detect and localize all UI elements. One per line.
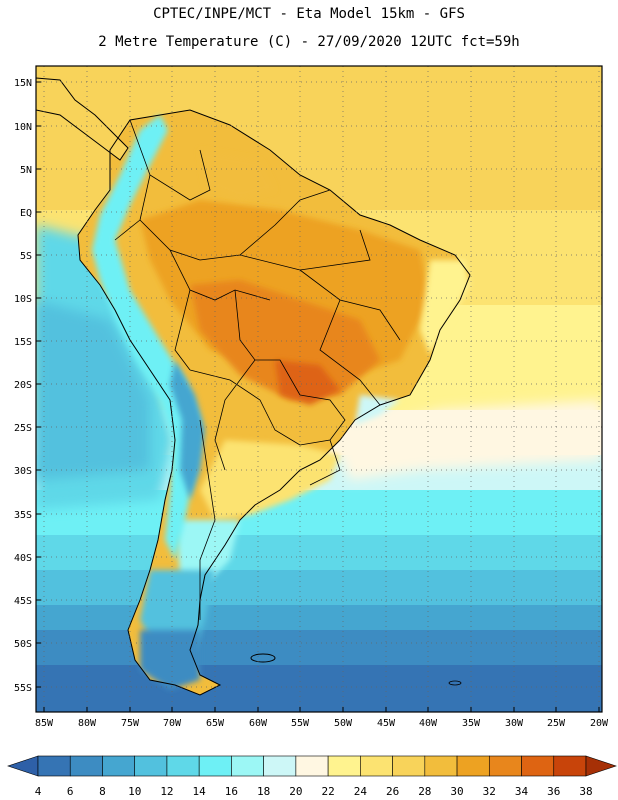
colorbar-segment xyxy=(360,755,393,777)
colorbar-tick-label: 8 xyxy=(99,785,106,798)
colorbar-segment xyxy=(424,755,458,777)
lat-label: 30S xyxy=(14,466,32,477)
header-line-1: CPTEC/INPE/MCT - Eta Model 15km - GFS xyxy=(153,6,465,22)
colorbar-tick-label: 14 xyxy=(193,785,207,798)
lon-label: 25W xyxy=(547,718,566,729)
header-line-2: 2 Metre Temperature (C) - 27/09/2020 12U… xyxy=(98,34,520,50)
lat-label: 35S xyxy=(14,510,32,521)
central-hot-core xyxy=(190,280,380,400)
colorbar-tick-label: 26 xyxy=(386,785,399,798)
lon-label: 65W xyxy=(206,718,225,729)
colorbar-segment xyxy=(166,755,200,777)
colorbar-segment xyxy=(295,755,329,777)
central-america xyxy=(36,77,129,161)
lon-label: 85W xyxy=(35,718,54,729)
atlantic-warm-current xyxy=(330,400,602,480)
pacific-cool-core xyxy=(36,300,150,480)
lon-label: 30W xyxy=(505,718,524,729)
lat-label: 10S xyxy=(14,294,32,305)
north-patagonia xyxy=(175,520,240,580)
colorbar-segment xyxy=(553,755,587,777)
band-8 xyxy=(36,665,602,712)
ne-brazil-coast xyxy=(420,260,470,355)
lat-label: 15N xyxy=(14,78,32,89)
andes-cold-ridge xyxy=(92,115,200,560)
lat-label: 40S xyxy=(14,553,32,564)
lat-label: 10N xyxy=(14,122,32,133)
lat-axis: 15N 10N 5N EQ 5S 10S 15S 20S 25S 30S 35S… xyxy=(14,78,41,694)
band-14 xyxy=(36,570,602,610)
lon-label: 35W xyxy=(462,718,481,729)
colorbar-segment xyxy=(263,755,297,777)
band-16 xyxy=(36,535,602,575)
lat-label: 45S xyxy=(14,596,32,607)
lon-label: 70W xyxy=(163,718,182,729)
colorbar-tick-label: 6 xyxy=(67,785,74,798)
country-borders xyxy=(114,119,401,620)
lon-label: 55W xyxy=(291,718,310,729)
pampas-mild xyxy=(200,440,340,520)
colorbar-min-arrow xyxy=(7,755,39,777)
lat-label: 5S xyxy=(20,251,32,262)
colorbar-segment xyxy=(327,755,361,777)
south-america-land xyxy=(78,110,470,695)
lat-label: EQ xyxy=(20,208,32,219)
lon-label: 80W xyxy=(78,718,97,729)
colorbar-segment xyxy=(488,755,522,777)
colorbar-segment xyxy=(102,755,136,777)
colorbar-segment xyxy=(456,755,490,777)
lat-label: 20S xyxy=(14,380,32,391)
tierra-del-fuego-cold xyxy=(140,630,200,690)
lon-label: 50W xyxy=(334,718,353,729)
colorbar-tick-label: 12 xyxy=(160,785,173,798)
lon-axis: 85W 80W 75W 70W 65W 60W 55W 50W 45W 40W … xyxy=(35,707,609,729)
colorbar-tick-label: 32 xyxy=(483,785,496,798)
colorbar-tick-label: 30 xyxy=(450,785,463,798)
lat-label: 25S xyxy=(14,423,32,434)
colorbar-tick-label: 24 xyxy=(354,785,368,798)
falklands xyxy=(250,653,276,663)
lon-label: 60W xyxy=(249,718,268,729)
colorbar-segment xyxy=(134,755,168,777)
map-frame xyxy=(35,65,603,713)
colorbar-segment xyxy=(69,755,103,777)
lon-label: 20W xyxy=(590,718,609,729)
lat-label: 5N xyxy=(20,165,32,176)
lon-label: 45W xyxy=(377,718,396,729)
colorbar-segment xyxy=(198,755,232,777)
lon-label: 40W xyxy=(419,718,438,729)
colorbar-segment xyxy=(37,755,71,777)
colorbar xyxy=(7,755,617,777)
colorbar-segment xyxy=(231,755,264,777)
band-10 xyxy=(36,630,602,670)
guiana-shield xyxy=(200,150,275,200)
colorbar-tick-label: 16 xyxy=(225,785,238,798)
colorbar-labels: 4 6 8 10 12 14 16 18 20 22 24 26 28 30 32 34 36 38 xyxy=(35,785,593,798)
colorbar-tick-label: 28 xyxy=(418,785,431,798)
lat-label: 50S xyxy=(14,639,32,650)
lat-label: 55S xyxy=(14,683,32,694)
map-field xyxy=(36,66,602,712)
colorbar-tick-label: 34 xyxy=(515,785,529,798)
colorbar-tick-label: 18 xyxy=(257,785,270,798)
south-georgia xyxy=(448,680,462,686)
colorbar-tick-label: 10 xyxy=(128,785,141,798)
colorbar-tick-label: 38 xyxy=(579,785,592,798)
pantanal-hot xyxy=(275,360,340,405)
coastline xyxy=(77,109,471,696)
colorbar-tick-label: 20 xyxy=(289,785,302,798)
colorbar-tick-label: 4 xyxy=(35,785,42,798)
colorbar-segment xyxy=(392,755,426,777)
altiplano-cold xyxy=(170,360,205,500)
lat-label: 15S xyxy=(14,337,32,348)
colorbar-tick-label: 36 xyxy=(547,785,560,798)
colorbar-segment xyxy=(521,755,555,777)
colorbar-max-arrow xyxy=(585,755,617,777)
colorbar-tick-label: 22 xyxy=(321,785,334,798)
lon-label: 75W xyxy=(121,718,140,729)
